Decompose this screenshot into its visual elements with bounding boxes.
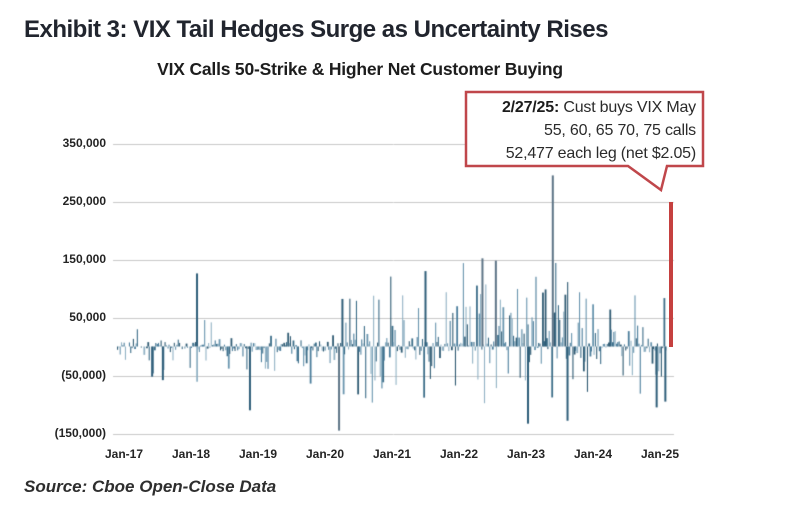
callout-line-1-rest: Cust buys VIX May xyxy=(559,99,696,116)
callout-text: 2/27/25: Cust buys VIX May 55, 60, 65 70… xyxy=(470,96,696,165)
y-tick-label: 250,000 xyxy=(62,193,106,208)
x-tick-label: Jan-23 xyxy=(506,447,546,461)
y-tick-label: 150,000 xyxy=(62,251,106,266)
x-tick-label: Jan-19 xyxy=(238,447,278,461)
x-tick-label: Jan-21 xyxy=(372,447,412,461)
y-tick-label: 50,000 xyxy=(69,309,106,324)
y-tick-label: 350,000 xyxy=(62,135,106,150)
x-tick-label: Jan-17 xyxy=(104,447,144,461)
x-tick-label: Jan-18 xyxy=(171,447,211,461)
callout-line-2: 55, 60, 65 70, 75 calls xyxy=(544,122,696,139)
x-tick-label: Jan-24 xyxy=(573,447,613,461)
source-note: Source: Cboe Open-Close Data xyxy=(24,477,277,496)
callout-line-1: 2/27/25: Cust buys VIX May xyxy=(470,96,696,119)
x-tick-label: Jan-25 xyxy=(640,447,680,461)
highlight-bar xyxy=(668,201,673,347)
y-tick-label: (150,000) xyxy=(54,425,106,440)
x-tick-label: Jan-20 xyxy=(305,447,345,461)
callout-line-3: 52,477 each leg (net $2.05) xyxy=(505,145,697,162)
y-tick-label: (50,000) xyxy=(61,367,106,382)
x-tick-label: Jan-22 xyxy=(439,447,479,461)
callout-bubble-outline xyxy=(464,90,705,193)
callout-date: 2/27/25: xyxy=(501,99,560,116)
